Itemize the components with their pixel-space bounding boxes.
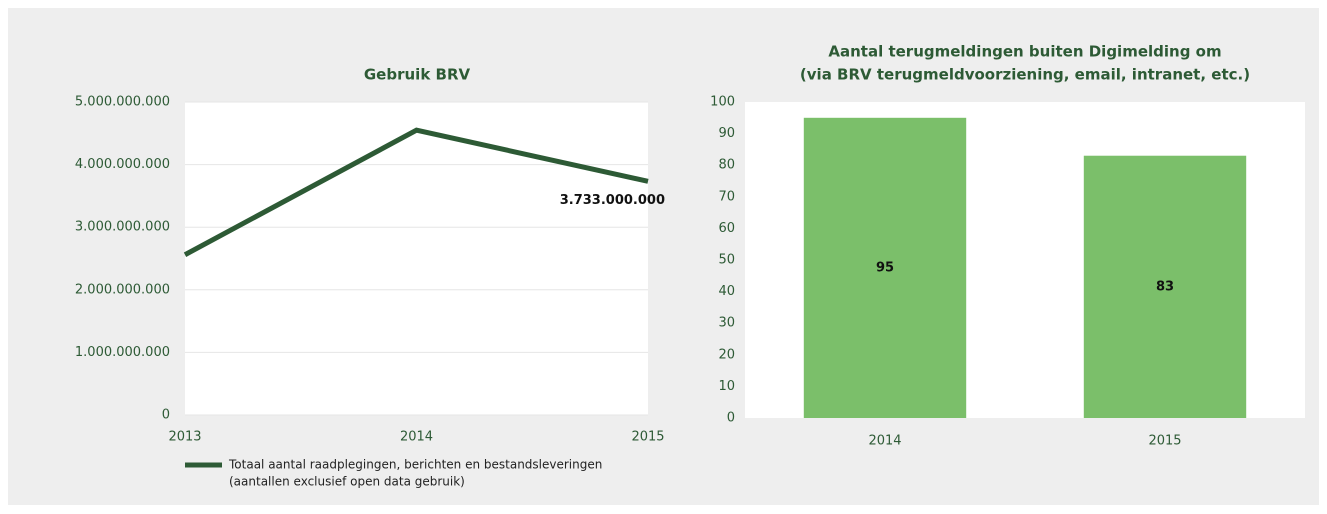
y-tick-label: 50 xyxy=(718,253,735,268)
y-tick-label: 30 xyxy=(718,316,735,331)
data-label: 83 xyxy=(1156,279,1174,294)
x-tick-label: 2014 xyxy=(868,434,901,449)
x-tick-label: 2013 xyxy=(168,430,201,445)
data-label: 3.733.000.000 xyxy=(560,193,665,208)
y-tick-label: 0 xyxy=(162,408,170,423)
legend-note: (aantallen exclusief open data gebruik) xyxy=(229,475,465,489)
x-tick-label: 2015 xyxy=(631,430,664,445)
y-tick-label: 5.000.000.000 xyxy=(75,95,170,110)
x-tick-label: 2014 xyxy=(400,430,433,445)
y-tick-label: 0 xyxy=(727,411,735,426)
y-tick-label: 40 xyxy=(718,284,735,299)
y-tick-label: 3.000.000.000 xyxy=(75,220,170,235)
bar xyxy=(803,117,967,419)
chart-title: Gebruik BRV xyxy=(364,66,471,84)
legend-label: Totaal aantal raadplegingen, berichten e… xyxy=(228,458,602,472)
y-tick-label: 2.000.000.000 xyxy=(75,282,170,297)
chart-title: Aantal terugmeldingen buiten Digimelding… xyxy=(828,43,1221,61)
y-tick-label: 90 xyxy=(718,126,735,141)
chart-subtitle: (via BRV terugmeldvoorziening, email, in… xyxy=(800,66,1250,84)
data-label: 95 xyxy=(876,260,894,275)
y-tick-label: 70 xyxy=(718,189,735,204)
line xyxy=(183,127,649,257)
y-tick-label: 80 xyxy=(718,158,735,173)
x-tick-label: 2015 xyxy=(1148,434,1181,449)
y-tick-label: 20 xyxy=(718,347,735,362)
y-tick-label: 60 xyxy=(718,221,735,236)
plot-area xyxy=(185,102,648,415)
y-tick-label: 4.000.000.000 xyxy=(75,157,170,172)
bar xyxy=(1083,155,1247,418)
y-tick-label: 1.000.000.000 xyxy=(75,345,170,360)
y-tick-label: 10 xyxy=(718,379,735,394)
y-tick-label: 100 xyxy=(710,95,735,110)
